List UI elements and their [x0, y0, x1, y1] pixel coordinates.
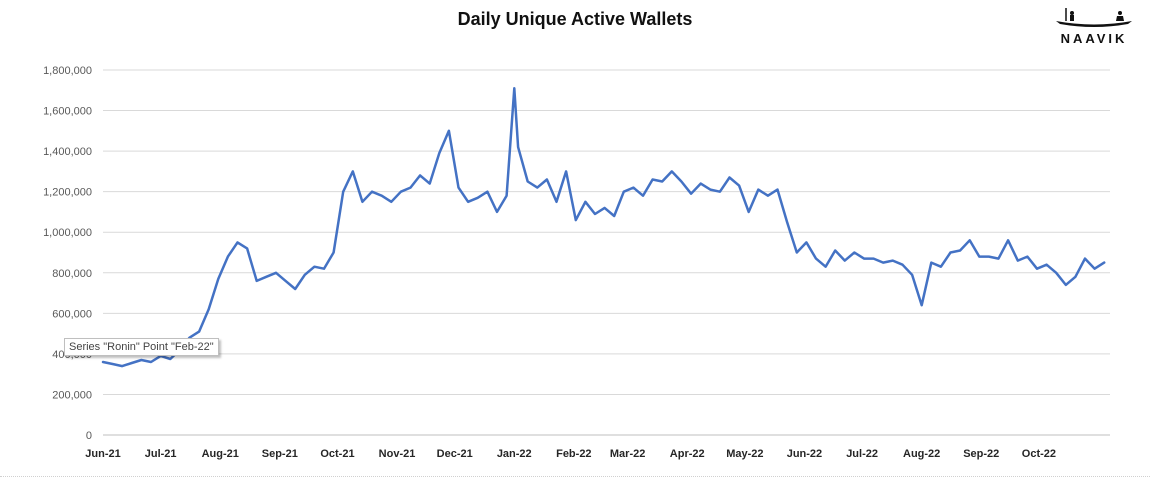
x-tick-label: May-22 [726, 448, 763, 460]
hover-tooltip: Series "Ronin" Point "Feb-22" [64, 338, 219, 356]
y-tick-label: 200,000 [52, 389, 92, 401]
y-tick-label: 1,200,000 [43, 187, 92, 199]
x-tick-labels: Jun-21 Jul-21 Aug-21 Sep-21 Oct-21 Nov-21 Dec-… [85, 448, 1056, 460]
boat-icon [1056, 8, 1132, 27]
series [101, 87, 1106, 368]
x-tick-label: Jul-21 [145, 448, 177, 460]
x-tick-label: Mar-22 [610, 448, 645, 460]
x-tick-label: Jun-22 [787, 448, 822, 460]
chart-title: Daily Unique Active Wallets [457, 9, 693, 29]
y-tick-label: 1,800,000 [43, 65, 92, 77]
y-tick-label: 600,000 [52, 308, 92, 320]
y-tick-label: 1,600,000 [43, 106, 92, 118]
series-line [101, 87, 1106, 368]
x-tick-label: Aug-21 [202, 448, 239, 460]
logo-text: NAAVIK [1060, 31, 1128, 46]
bottom-border [0, 476, 1150, 480]
y-tick-label: 1,400,000 [43, 146, 92, 158]
y-tick-label: 800,000 [52, 268, 92, 280]
x-tick-label: Dec-21 [437, 448, 473, 460]
gridlines [103, 69, 1110, 395]
y-tick-label: 1,000,000 [43, 227, 92, 239]
y-tick-label: 0 [86, 430, 92, 442]
x-tick-label: Oct-21 [320, 448, 354, 460]
x-tick-label: Nov-21 [379, 448, 416, 460]
x-tick-label: Jan-22 [497, 448, 532, 460]
x-tick-label: Feb-22 [556, 448, 591, 460]
x-tick-label: Oct-22 [1022, 448, 1056, 460]
y-tick-labels: 0200,000400,000600,000800,0001,000,0001,… [43, 65, 92, 442]
x-tick-label: Apr-22 [670, 448, 705, 460]
naavik-logo: NAAVIK [1052, 4, 1136, 46]
x-tick-label: Sep-22 [963, 448, 999, 460]
x-tick-label: Jun-21 [85, 448, 120, 460]
x-tick-label: Aug-22 [903, 448, 940, 460]
x-tick-label: Jul-22 [846, 448, 878, 460]
x-tick-label: Sep-21 [262, 448, 298, 460]
